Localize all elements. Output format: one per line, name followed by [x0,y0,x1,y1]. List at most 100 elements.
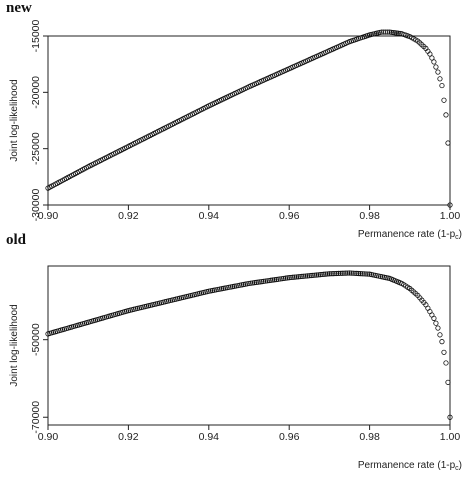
data-point [350,270,356,276]
plot-frame [47,265,451,426]
data-point [271,277,278,283]
data-point [445,140,451,146]
data-point [312,272,318,278]
data-point [319,271,325,278]
data-point [292,274,298,280]
data-point [218,286,225,292]
x-tick-label: 0.90 [38,210,59,222]
data-point [433,64,439,70]
data-point [279,276,285,282]
data-point [308,272,314,279]
y-tick-label: -20000 [30,76,42,109]
data-point [437,332,443,338]
x-tick-label: 0.98 [359,431,380,443]
data-point [441,97,447,103]
x-tick-label: 1.00 [440,210,461,222]
data-point [343,270,349,276]
x-axis-title: Permanence rate (1-pc) [358,460,462,472]
y-axis-title: Joint log-likelihood [9,79,20,161]
x-tick-label: 0.96 [279,210,300,222]
data-point [314,272,320,278]
data-point [363,271,369,277]
data-point [387,29,393,35]
data-point [237,282,243,288]
data-point [303,273,309,279]
data-point [297,273,303,280]
data-point [441,349,447,355]
data-point [326,271,332,277]
data-point [437,76,443,82]
x-tick-label: 0.98 [359,210,380,222]
data-point [224,285,230,291]
data-point [211,287,217,293]
data-point [290,274,296,280]
data-point [397,30,403,37]
data-point [281,275,287,282]
data-point [209,287,216,294]
data-point [445,379,451,385]
data-point [284,275,290,281]
data-point [435,69,441,75]
data-point [255,279,261,285]
data-point [356,270,362,277]
data-point [317,272,323,278]
panel-label-old: old [6,232,27,248]
data-point [354,270,360,276]
panel-label-new: new [6,0,32,16]
data-point [337,270,343,276]
data-point [277,276,283,282]
data-point [299,273,305,279]
y-axis-title: Joint log-likelihood [9,304,20,386]
data-point [286,275,292,281]
data-point [359,271,365,277]
data-point [395,30,401,36]
x-tick-label: 0.92 [118,431,139,443]
data-point [439,82,445,89]
y-tick-label: -70000 [30,401,42,434]
x-tick-label: 0.96 [279,431,300,443]
data-point [357,271,364,277]
data-point [240,281,247,288]
data-point [275,276,281,282]
x-tick-label: 0.94 [199,210,220,222]
data-point [273,276,280,283]
data-point [315,272,322,278]
data-point [324,271,331,277]
data-point [439,339,445,345]
data-point [282,275,289,281]
data-point [443,360,449,366]
data-point [268,277,274,283]
data-point [257,279,263,285]
data-point [288,274,294,281]
data-point [328,271,334,277]
data-point [427,51,433,57]
data-point [390,29,396,36]
x-tick-label: 0.94 [199,431,220,443]
data-point [393,30,400,36]
data-point [226,284,232,290]
data-point [339,270,345,276]
plot-frame [47,35,451,206]
data-point [332,270,338,277]
data-point [388,29,395,35]
data-point [361,271,367,277]
data-point [229,284,236,290]
data-series [45,270,453,420]
data-point [431,315,437,321]
data-point [248,280,254,286]
data-point [270,277,276,283]
data-point [306,273,312,279]
data-point [447,414,453,420]
data-point [433,320,439,326]
data-point [447,202,453,208]
data-point [266,277,272,284]
data-point [435,325,441,331]
data-point [244,281,250,287]
chart-panel-new: 0.90 0.92 0.94 0.96 0.98 1.00 -30000 -25000 -200… [9,19,462,241]
y-tick-label: -25000 [30,132,42,165]
data-point [341,270,347,276]
y-tick-label: -50000 [30,323,42,356]
data-series [45,29,453,208]
data-point [443,112,449,118]
